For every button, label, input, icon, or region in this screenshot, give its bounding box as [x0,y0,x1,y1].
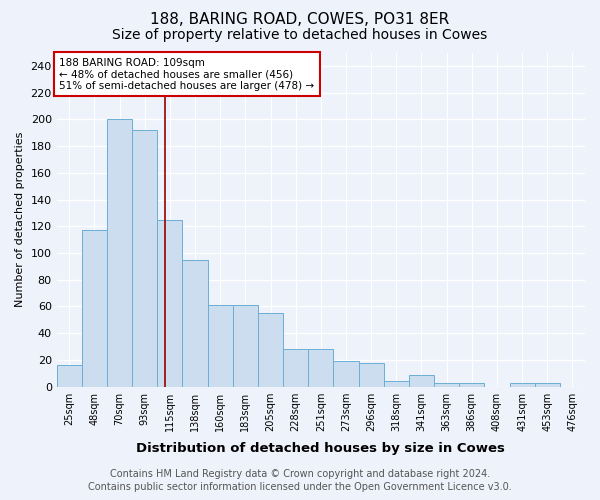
Bar [409,374,434,386]
Bar [56,366,82,386]
Bar [258,313,283,386]
Bar [434,382,459,386]
Bar [283,349,308,387]
Text: 188 BARING ROAD: 109sqm
← 48% of detached houses are smaller (456)
51% of semi-d: 188 BARING ROAD: 109sqm ← 48% of detache… [59,58,314,90]
Bar [82,230,107,386]
Bar [233,305,258,386]
Bar [107,120,132,386]
Bar [384,382,409,386]
Bar [182,260,208,386]
Text: Size of property relative to detached houses in Cowes: Size of property relative to detached ho… [112,28,488,42]
Y-axis label: Number of detached properties: Number of detached properties [15,132,25,308]
Bar [535,382,560,386]
Bar [509,382,535,386]
Bar [157,220,182,386]
Bar [334,362,359,386]
Bar [359,362,384,386]
Bar [308,349,334,387]
Text: Contains HM Land Registry data © Crown copyright and database right 2024.
Contai: Contains HM Land Registry data © Crown c… [88,470,512,492]
Text: 188, BARING ROAD, COWES, PO31 8ER: 188, BARING ROAD, COWES, PO31 8ER [151,12,449,28]
Bar [208,305,233,386]
Bar [132,130,157,386]
Bar [459,382,484,386]
X-axis label: Distribution of detached houses by size in Cowes: Distribution of detached houses by size … [136,442,505,455]
